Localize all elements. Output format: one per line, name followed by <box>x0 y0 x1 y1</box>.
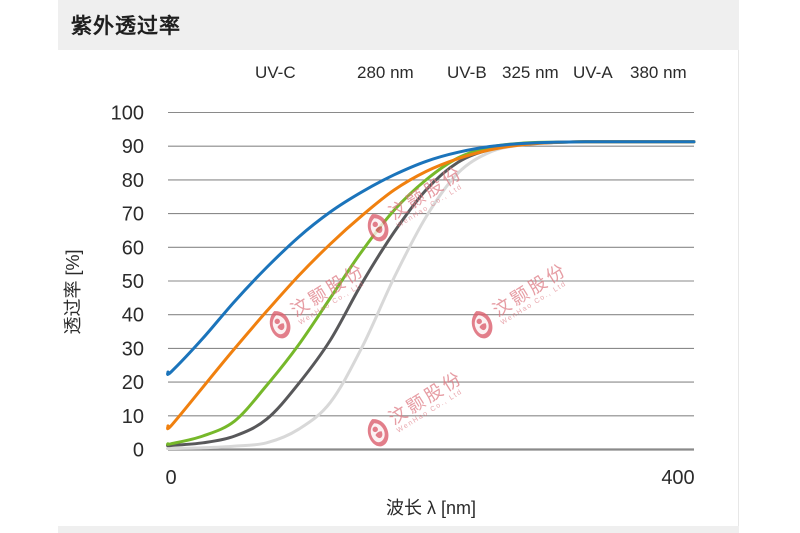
curve-light-gray <box>166 140 696 451</box>
curve-green <box>166 140 696 446</box>
band-label-280-nm: 280 nm <box>357 63 414 82</box>
band-label-uv-b: UV-B <box>447 63 487 82</box>
y-tick-70: 70 <box>122 204 144 226</box>
next-section-edge <box>58 526 739 533</box>
curves <box>166 140 696 451</box>
panel-title: 紫外透过率 <box>71 15 181 38</box>
band-label-uv-a: UV-A <box>573 63 613 82</box>
x-tick-400: 400 <box>661 467 694 489</box>
x-axis-title: 波长 λ [nm] <box>386 498 476 518</box>
y-tick-20: 20 <box>122 372 144 394</box>
y-tick-labels: 0 10 20 30 40 50 60 70 80 90 100 <box>111 103 144 462</box>
band-label-uv-c: UV-C <box>255 63 296 82</box>
curve-blue <box>166 140 696 376</box>
y-tick-100: 100 <box>111 103 144 125</box>
y-tick-50: 50 <box>122 271 144 293</box>
panel-header: 紫外透过率 <box>58 0 739 50</box>
gridlines <box>168 111 694 451</box>
y-tick-80: 80 <box>122 170 144 192</box>
x-tick-0: 0 <box>165 467 176 489</box>
y-tick-40: 40 <box>122 305 144 327</box>
y-tick-0: 0 <box>133 440 144 462</box>
x-tick-labels: 0 400 <box>165 467 694 489</box>
y-tick-30: 30 <box>122 338 144 360</box>
y-axis-title: 透过率 [%] <box>63 249 83 334</box>
y-tick-10: 10 <box>122 406 144 428</box>
band-label-380-nm: 380 nm <box>630 63 687 82</box>
band-label-325-nm: 325 nm <box>502 63 559 82</box>
curve-dark-gray <box>166 140 696 448</box>
y-tick-90: 90 <box>122 136 144 158</box>
y-tick-60: 60 <box>122 237 144 259</box>
